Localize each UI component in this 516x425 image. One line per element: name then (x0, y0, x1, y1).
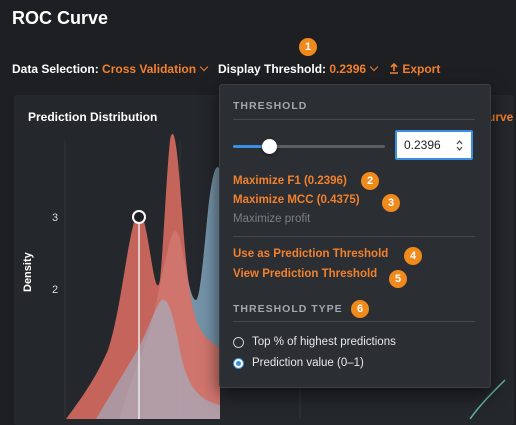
radio-label: Prediction value (0–1) (252, 357, 364, 369)
maximize-mcc-link[interactable]: Maximize MCC (0.4375) (233, 194, 360, 206)
display-threshold[interactable]: Display Threshold: 0.2396 (218, 62, 379, 76)
data-selection-label: Data Selection: (12, 62, 99, 76)
threshold-input[interactable] (395, 130, 473, 160)
callout-badge-1: 1 (299, 38, 317, 56)
data-selection[interactable]: Data Selection: Cross Validation (12, 62, 209, 76)
threshold-type-heading: THRESHOLD TYPE (233, 303, 343, 315)
threshold-slider-handle[interactable] (261, 139, 277, 154)
roc-line-fragment (469, 379, 506, 419)
display-threshold-label: Display Threshold: (218, 62, 327, 76)
radio-button-selected[interactable] (233, 358, 244, 369)
red-distribution (66, 133, 220, 419)
callout-badge-5: 5 (389, 270, 407, 288)
blue-overlay (96, 299, 220, 419)
upload-icon (390, 62, 398, 74)
chart-title: Prediction Distribution (28, 110, 158, 124)
radio-label: Top % of highest predictions (252, 336, 396, 348)
use-as-prediction-threshold-link[interactable]: Use as Prediction Threshold (233, 248, 389, 260)
radio-button[interactable] (233, 337, 244, 348)
callout-badge-3: 3 (382, 194, 400, 212)
view-prediction-threshold-link[interactable]: View Prediction Threshold (233, 268, 378, 280)
threshold-input-field[interactable] (404, 138, 452, 152)
y-tick-label: 3 (52, 212, 59, 224)
divider (233, 119, 475, 120)
export-label: Export (402, 62, 441, 76)
callout-badge-4: 4 (404, 247, 422, 265)
display-threshold-dropdown[interactable]: 0.2396 (329, 62, 367, 76)
page-title: ROC Curve (12, 8, 109, 28)
divider (233, 321, 475, 322)
threshold-slider-fill (233, 145, 270, 148)
y-tick-label: 2 (52, 284, 59, 296)
spinner-icon[interactable] (456, 139, 463, 152)
divider (233, 236, 475, 237)
callout-badge-2: 2 (361, 172, 379, 190)
maximize-profit-link: Maximize profit (233, 213, 311, 225)
maximize-f1-link[interactable]: Maximize F1 (0.2396) (233, 175, 347, 187)
threshold-slider-track[interactable] (233, 145, 385, 148)
callout-badge-6: 6 (351, 300, 369, 318)
threshold-heading: THRESHOLD (233, 100, 308, 112)
data-selection-dropdown[interactable]: Cross Validation (102, 62, 197, 76)
roc-curve-title-fragment: urve (488, 110, 514, 124)
export-button[interactable]: Export (389, 62, 440, 76)
threshold-marker (132, 210, 146, 224)
